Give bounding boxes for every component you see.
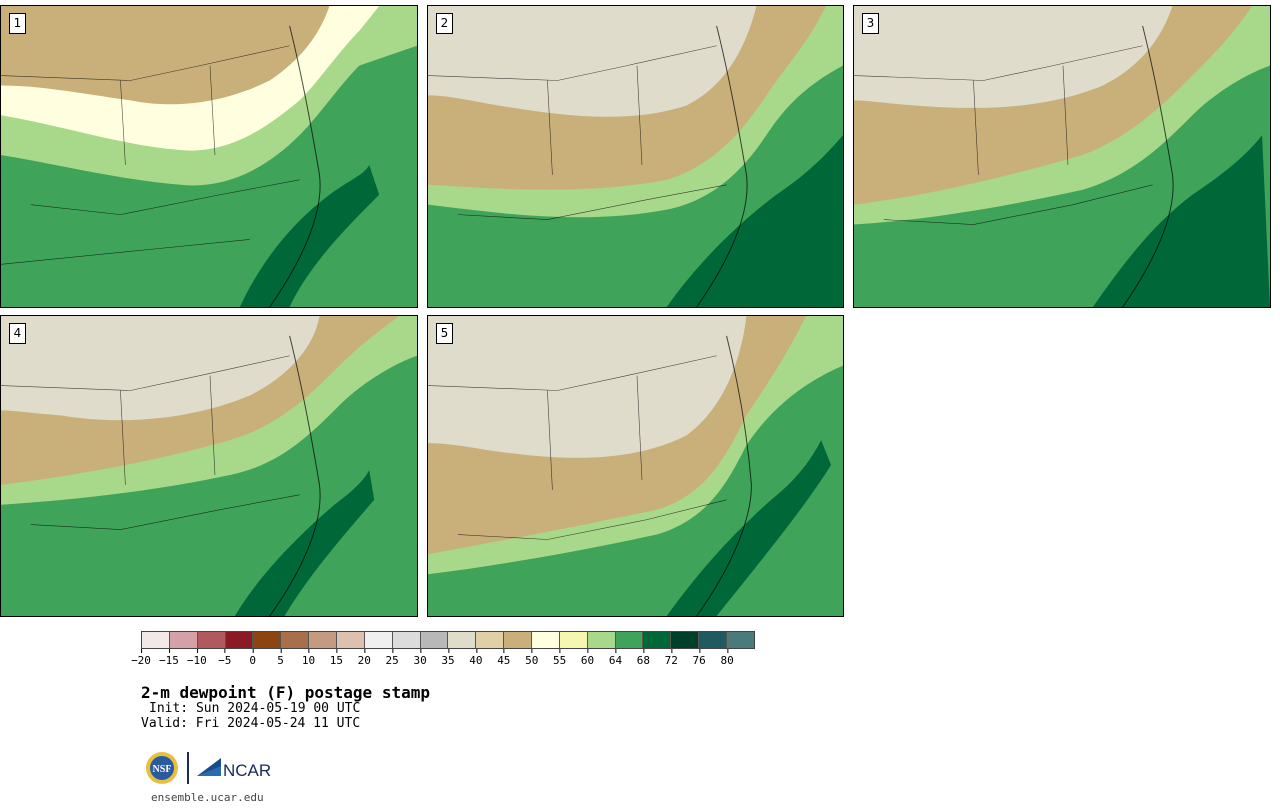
site-url: ensemble.ucar.edu: [151, 791, 264, 804]
colorbar-swatch: [169, 632, 198, 648]
panel-number: 3: [862, 13, 879, 34]
colorbar-tick-label: 50: [525, 649, 538, 667]
colorbar: [141, 631, 755, 649]
init-time: Init: Sun 2024-05-19 00 UTC: [149, 701, 361, 716]
panel-number: 5: [436, 323, 453, 344]
colorbar-swatch: [337, 632, 365, 648]
colorbar-swatch: [532, 632, 560, 648]
dewpoint-map: [428, 6, 843, 307]
ncar-logo-icon: NCAR: [197, 758, 271, 780]
logos: NSF NCAR: [143, 748, 283, 788]
colorbar-swatch: [615, 632, 644, 648]
svg-text:NSF: NSF: [153, 764, 172, 775]
dewpoint-map: [428, 316, 843, 616]
colorbar-tick-label: 15: [330, 649, 343, 667]
colorbar-tick-label: −10: [187, 649, 207, 667]
colorbar-tick-label: 40: [469, 649, 483, 667]
valid-time: Valid: Fri 2024-05-24 11 UTC: [141, 716, 361, 731]
colorbar-swatch: [671, 632, 700, 648]
dewpoint-map: [1, 6, 417, 307]
panel-number: 2: [436, 13, 453, 34]
colorbar-swatch: [504, 632, 533, 648]
colorbar-swatch: [559, 632, 588, 648]
colorbar-tick-label: 72: [665, 649, 678, 667]
colorbar-tick-label: 68: [637, 649, 650, 667]
colorbar-swatch: [420, 632, 449, 648]
panel-number: 1: [9, 13, 26, 34]
map-panel-2: 2: [427, 5, 844, 308]
colorbar-swatch: [197, 632, 226, 648]
colorbar-tick-label: 45: [497, 649, 510, 667]
figure-title: 2-m dewpoint (F) postage stamp: [141, 683, 430, 702]
colorbar-tick-label: 25: [386, 649, 399, 667]
colorbar-swatch: [225, 632, 254, 648]
colorbar-tick-label: 64: [609, 649, 622, 667]
svg-text:NCAR: NCAR: [223, 761, 271, 780]
colorbar-tick-label: 0: [249, 649, 256, 667]
colorbar-swatch: [253, 632, 282, 648]
panel-number: 4: [9, 323, 26, 344]
colorbar-swatch: [727, 632, 754, 648]
colorbar-tick-label: 20: [358, 649, 371, 667]
colorbar-swatch: [142, 632, 170, 648]
colorbar-swatch: [643, 632, 672, 648]
colorbar-ticks: −20 −15 −10 −5 0 5 10 15 20 25 30 35 40 45 50 55 60 64 68 7…: [131, 649, 755, 669]
colorbar-swatch: [476, 632, 505, 648]
colorbar-swatch: [392, 632, 421, 648]
dewpoint-map: [854, 6, 1270, 307]
colorbar-tick-label: 55: [553, 649, 566, 667]
map-panel-5: 5: [427, 315, 844, 617]
dewpoint-map: [1, 316, 417, 616]
colorbar-tick-label: −20: [131, 649, 151, 667]
colorbar-tick-label: 10: [302, 649, 315, 667]
nsf-logo-icon: NSF: [146, 752, 178, 784]
colorbar-tick-label: 80: [720, 649, 734, 667]
colorbar-tick-label: 35: [441, 649, 455, 667]
map-panel-1: 1: [0, 5, 418, 308]
colorbar-tick-label: 5: [277, 649, 284, 667]
map-panel-3: 3: [853, 5, 1271, 308]
colorbar-swatch: [281, 632, 310, 648]
colorbar-swatch: [309, 632, 338, 648]
colorbar-swatch: [364, 632, 393, 648]
logo-divider: [187, 752, 189, 784]
colorbar-tick-label: 30: [413, 649, 427, 667]
colorbar-tick-label: 60: [581, 649, 594, 667]
colorbar-swatch: [448, 632, 477, 648]
colorbar-tick-label: −5: [218, 649, 231, 667]
colorbar-tick-label: 76: [693, 649, 706, 667]
colorbar-swatch: [699, 632, 728, 648]
colorbar-tick-label: −15: [159, 649, 179, 667]
map-panel-4: 4: [0, 315, 418, 617]
colorbar-swatch: [587, 632, 616, 648]
